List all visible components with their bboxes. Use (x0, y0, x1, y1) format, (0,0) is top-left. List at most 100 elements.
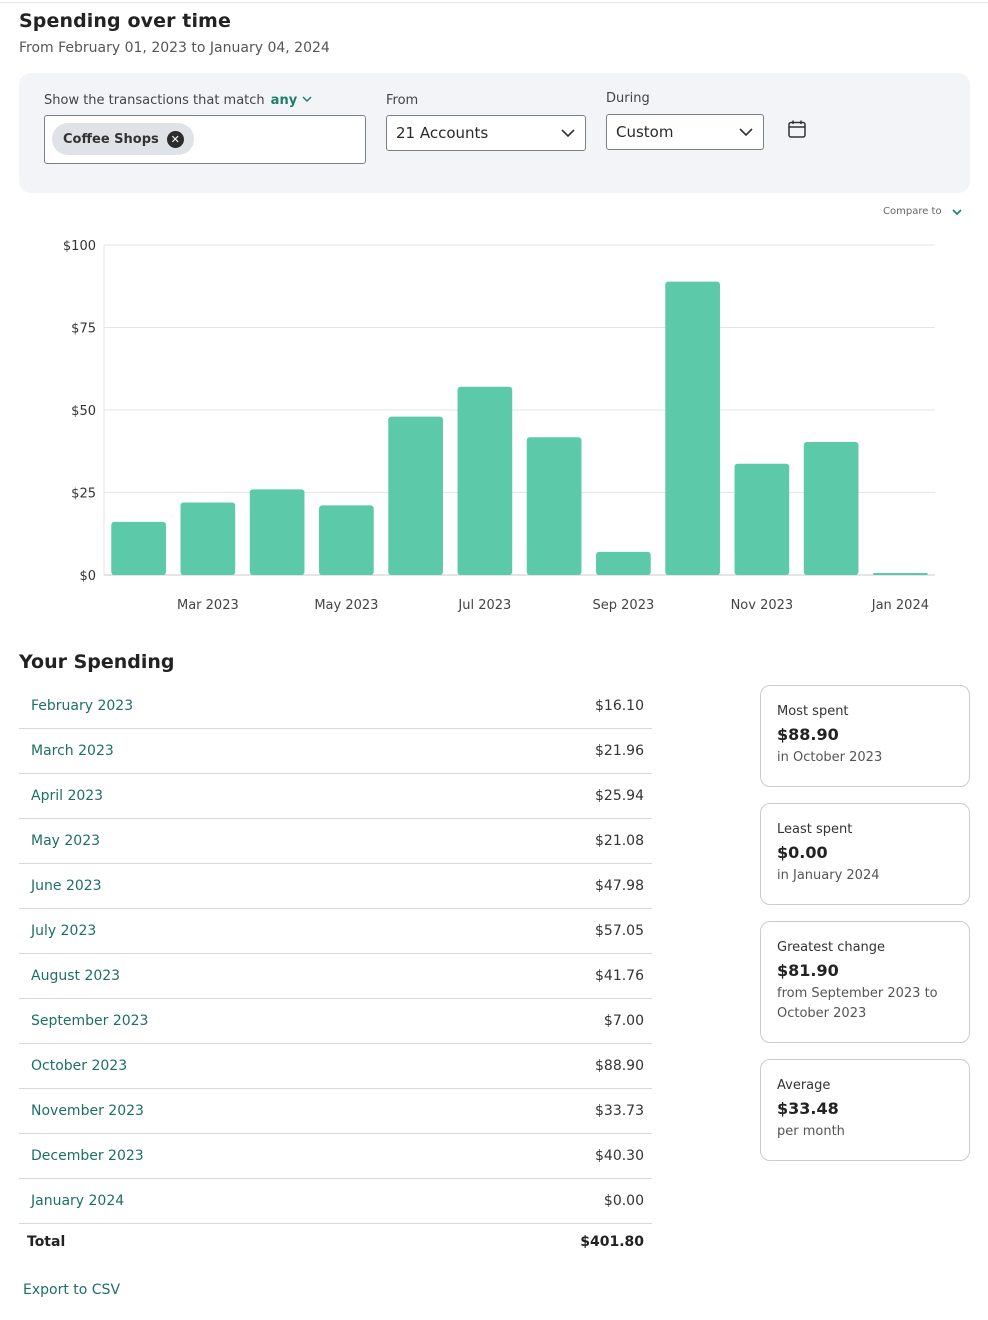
row-month-link[interactable]: August 2023 (31, 968, 121, 984)
row-amount: $21.96 (595, 743, 644, 759)
chevron-down-icon[interactable] (951, 207, 963, 217)
accounts-select-value: 21 Accounts (396, 124, 489, 142)
spending-table: February 2023 $16.10 March 2023 $21.96 April… (19, 684, 652, 1260)
period-select[interactable]: Custom (606, 114, 764, 150)
stat-value: $33.48 (777, 1099, 839, 1118)
bar-oct-2023[interactable] (665, 281, 720, 575)
bar-feb-2023[interactable] (111, 521, 166, 575)
stat-label: Least spent (777, 822, 853, 837)
date-range-subtitle: From February 01, 2023 to January 04, 20… (19, 40, 330, 56)
spending-section-title: Your Spending (19, 651, 175, 673)
table-row: January 2024 $0.00 (19, 1179, 652, 1224)
row-amount: $16.10 (595, 698, 644, 714)
export-csv-link[interactable]: Export to CSV (23, 1282, 121, 1298)
bar-mar-2023[interactable] (180, 502, 236, 575)
row-amount: $0.00 (603, 1193, 644, 1209)
row-amount: $40.30 (595, 1148, 644, 1164)
remove-tag-icon[interactable]: ✕ (166, 130, 184, 148)
row-month-link[interactable]: October 2023 (31, 1058, 128, 1074)
row-month-link[interactable]: June 2023 (31, 878, 102, 894)
tag-input[interactable]: Coffee Shops ✕ (44, 115, 366, 164)
x-tick-label: Nov 2023 (731, 598, 794, 613)
row-amount: $33.73 (595, 1103, 644, 1119)
stat-detail: from September 2023 to October 2023 (777, 986, 938, 1021)
table-row: December 2023 $40.30 (19, 1134, 652, 1179)
stat-value: $88.90 (777, 725, 839, 744)
row-amount: $21.08 (595, 833, 644, 849)
table-row: March 2023 $21.96 (19, 729, 652, 774)
bar-apr-2023[interactable] (249, 489, 305, 575)
x-tick-label: May 2023 (314, 598, 378, 613)
stat-label: Greatest change (777, 940, 886, 955)
spending-bar-chart: $0 $25 $50 $75 $100 Mar 2023 May 2023 Jul 2023 S… (63, 239, 935, 613)
bar-nov-2023[interactable] (734, 463, 790, 575)
table-row: July 2023 $57.05 (19, 909, 652, 954)
stat-label: Average (777, 1078, 831, 1093)
chevron-down-icon (739, 128, 753, 137)
y-tick-label: $75 (71, 322, 96, 337)
table-row: August 2023 $41.76 (19, 954, 652, 999)
x-tick-label: Jan 2024 (871, 598, 929, 613)
row-month-link[interactable]: December 2023 (31, 1148, 144, 1164)
stat-card-most-spent: Most spent $88.90 in October 2023 (760, 685, 970, 787)
match-label-row: Show the transactions that match any (44, 93, 312, 108)
bar-sep-2023[interactable] (596, 551, 651, 575)
y-tick-label: $0 (79, 569, 96, 584)
row-month-link[interactable]: September 2023 (31, 1013, 149, 1029)
stat-detail: per month (777, 1124, 845, 1139)
bar-jun-2023[interactable] (388, 416, 443, 575)
table-row: April 2023 $25.94 (19, 774, 652, 819)
table-row: October 2023 $88.90 (19, 1044, 652, 1089)
x-tick-label: Sep 2023 (593, 598, 655, 613)
match-mode-value: any (270, 93, 298, 108)
during-label: During (606, 91, 650, 106)
row-amount: $41.76 (595, 968, 644, 984)
stat-value: $0.00 (777, 843, 828, 862)
total-value: $401.80 (580, 1234, 644, 1250)
spending-chart: $0 $25 $50 $75 $100 Mar 2023 May 2023 Jul 2023 S… (0, 225, 988, 625)
bar-jul-2023[interactable] (457, 386, 513, 575)
row-amount: $88.90 (595, 1058, 644, 1074)
chevron-down-icon (561, 129, 575, 138)
stat-card-least-spent: Least spent $0.00 in January 2024 (760, 803, 970, 905)
stat-value: $81.90 (777, 961, 839, 980)
y-tick-label: $50 (71, 404, 96, 419)
bar-may-2023[interactable] (319, 505, 374, 575)
page-title: Spending over time (19, 10, 231, 32)
table-row: November 2023 $33.73 (19, 1089, 652, 1134)
bar-aug-2023[interactable] (526, 437, 582, 575)
top-divider (0, 2, 988, 3)
filter-panel: Show the transactions that match any Coff… (19, 73, 970, 193)
accounts-select[interactable]: 21 Accounts (386, 115, 586, 151)
row-month-link[interactable]: July 2023 (31, 923, 97, 939)
match-label: Show the transactions that match (44, 93, 265, 108)
row-amount: $7.00 (603, 1013, 644, 1029)
row-month-link[interactable]: November 2023 (31, 1103, 144, 1119)
row-amount: $25.94 (595, 788, 644, 804)
table-row: May 2023 $21.08 (19, 819, 652, 864)
y-tick-label: $25 (71, 487, 96, 502)
bar-jan-2024[interactable] (873, 573, 928, 575)
match-mode-dropdown[interactable]: any (271, 93, 312, 108)
total-label: Total (27, 1234, 66, 1250)
from-label: From (386, 93, 419, 108)
tag-chip-label: Coffee Shops (63, 131, 159, 147)
row-month-link[interactable]: April 2023 (31, 788, 104, 804)
calendar-icon[interactable] (787, 119, 807, 139)
stat-label: Most spent (777, 704, 849, 719)
bar-dec-2023[interactable] (803, 442, 859, 575)
total-row: Total $401.80 (19, 1224, 652, 1260)
x-tick-label: Jul 2023 (457, 598, 511, 613)
row-month-link[interactable]: February 2023 (31, 698, 134, 714)
chevron-down-icon (302, 96, 312, 103)
period-select-value: Custom (616, 123, 674, 141)
row-month-link[interactable]: May 2023 (31, 833, 101, 849)
compare-to-dropdown[interactable]: Compare to (883, 206, 942, 217)
row-amount: $57.05 (595, 923, 644, 939)
stat-detail: in October 2023 (777, 750, 883, 765)
row-month-link[interactable]: March 2023 (31, 743, 114, 759)
stat-card-average: Average $33.48 per month (760, 1059, 970, 1161)
row-month-link[interactable]: January 2024 (31, 1193, 125, 1209)
x-tick-label: Mar 2023 (177, 598, 239, 613)
stat-card-greatest-change: Greatest change $81.90 from September 20… (760, 921, 970, 1043)
